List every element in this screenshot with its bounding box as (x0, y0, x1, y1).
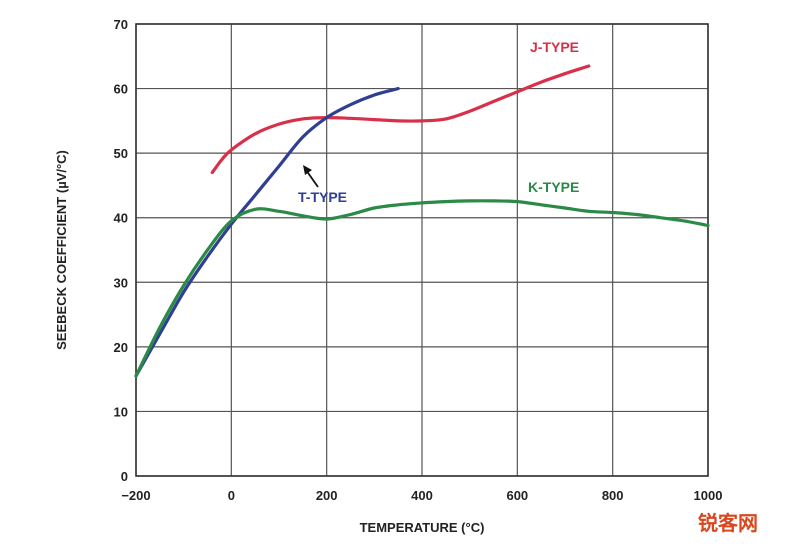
y-tick-label: 50 (114, 146, 128, 161)
series-label-j-type: J-TYPE (530, 39, 579, 55)
series-line-t-type (134, 87, 400, 378)
series-line-k-type (134, 199, 710, 378)
y-tick-label: 20 (114, 340, 128, 355)
y-tick-label: 0 (121, 469, 128, 484)
watermark-logo: 锐客网 (698, 511, 758, 535)
y-axis-title: SEEBECK COEFFICIENT (µV/°C) (54, 150, 69, 350)
y-axis-ticks: 0 10 20 30 40 50 60 70 (114, 17, 128, 484)
series-label-k-type: K-TYPE (528, 179, 579, 195)
y-tick-label: 10 (114, 404, 128, 419)
x-tick-label: 1000 (694, 488, 723, 503)
x-axis-title: TEMPERATURE (°C) (360, 520, 485, 535)
series-line-j-type (210, 64, 591, 175)
plot-frame (135, 23, 709, 477)
x-tick-label: 600 (506, 488, 528, 503)
y-tick-label: 30 (114, 275, 128, 290)
grid (135, 23, 709, 477)
series-lines (134, 64, 710, 378)
x-tick-label: 200 (316, 488, 338, 503)
y-tick-label: 40 (114, 211, 128, 226)
x-tick-label: 0 (228, 488, 235, 503)
x-tick-label: 400 (411, 488, 433, 503)
x-axis-ticks: −200 0 200 400 600 800 1000 (121, 488, 722, 503)
y-tick-label: 70 (114, 17, 128, 32)
x-tick-label: 800 (602, 488, 624, 503)
y-tick-label: 60 (114, 82, 128, 97)
t-type-arrow (303, 165, 319, 188)
series-label-t-type: T-TYPE (298, 189, 347, 205)
x-tick-label: −200 (121, 488, 150, 503)
